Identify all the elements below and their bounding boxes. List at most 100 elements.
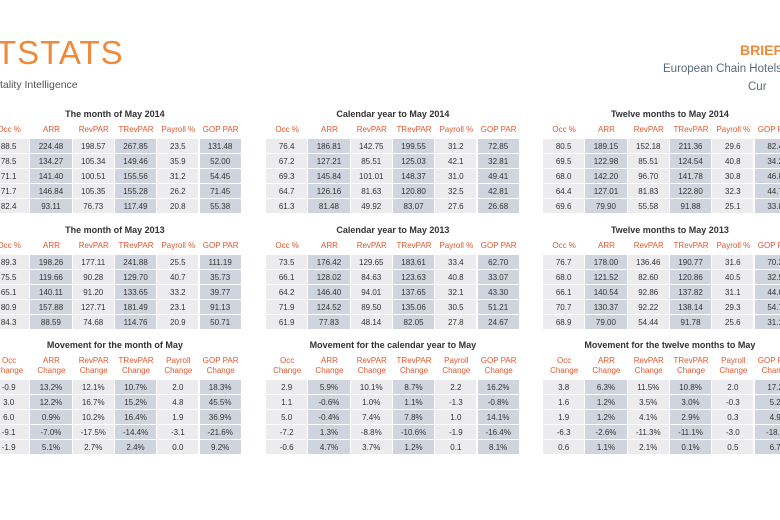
table-cell: 82.05	[392, 315, 435, 330]
table-cell: 1.1%	[392, 395, 435, 410]
table-cell: 27.8	[435, 315, 477, 330]
table-cell: 45.5%	[199, 395, 241, 410]
table-cell: 30.8	[712, 169, 754, 184]
table-cell: 5.2	[754, 395, 780, 410]
table-cell: 1.1	[266, 395, 308, 410]
column-header: Payroll %	[439, 241, 474, 250]
column-header: TRevPAR Change	[118, 356, 154, 375]
table-cell: 189.15	[585, 139, 627, 154]
table-cell: 145.84	[308, 169, 350, 184]
table-cell: 76.4	[266, 139, 308, 154]
table-cell: 69.3	[266, 169, 308, 184]
table-cell: 61.9	[266, 315, 308, 330]
table-cell: 35.9	[157, 154, 199, 169]
table-cell: 1.2%	[585, 410, 627, 425]
table-cell: 83.07	[392, 199, 435, 214]
table-cell: 129.70	[114, 270, 157, 285]
table-cell: 5.1%	[30, 440, 72, 455]
column-header: Payroll %	[161, 241, 196, 250]
table-cell: -10.6%	[392, 425, 435, 440]
table-cell: 1.9	[157, 410, 199, 425]
table-cell: 183.61	[392, 255, 435, 270]
table-cell: 120.80	[392, 184, 435, 199]
table-cell: 70.7	[543, 300, 585, 315]
table-cell: 81.63	[350, 184, 392, 199]
table-cell: -7.2	[266, 425, 308, 440]
table-cell: -1.9	[0, 440, 30, 455]
column-header: ARR	[598, 125, 615, 134]
table-cell: 105.34	[72, 154, 114, 169]
table-cell: 7.4%	[350, 410, 392, 425]
table-cell: 224.48	[30, 139, 72, 154]
table-cell: 29.6	[712, 139, 754, 154]
table-cell: 20.8	[157, 199, 199, 214]
table-cell: 12.2%	[30, 395, 72, 410]
table-cell: 89.3	[0, 255, 30, 270]
column-header: TRevPAR	[396, 241, 432, 250]
column-header: Payroll %	[439, 125, 474, 134]
table-cell: 76.7	[543, 255, 585, 270]
table-cell: 71.7	[0, 184, 30, 199]
table-cell: 140.11	[30, 285, 72, 300]
column-header: RevPAR	[78, 125, 109, 134]
table-cell: 93.11	[30, 199, 72, 214]
table-cell: 114.76	[114, 315, 157, 330]
table-cell: 3.7%	[350, 440, 392, 455]
table-cell: -0.8%	[477, 395, 519, 410]
table-cell: 124.52	[308, 300, 350, 315]
table-cell: 73.5	[266, 255, 308, 270]
table-cell: 211.36	[669, 139, 712, 154]
table-cell: 23.5	[157, 139, 199, 154]
table-cell: 80.5	[543, 139, 585, 154]
column-header: GOP PAR Change	[480, 356, 517, 375]
panel-title: Calendar year to May 2014	[336, 109, 450, 119]
table-cell: 85.51	[627, 154, 669, 169]
table-cell: 64.2	[266, 285, 308, 300]
table-cell: -0.6%	[308, 395, 350, 410]
table-cell: 177.11	[72, 255, 114, 270]
report-title: BRIEF	[740, 42, 780, 58]
table-cell: 55.38	[199, 199, 241, 214]
table-cell: 140.54	[585, 285, 627, 300]
table-cell: 155.56	[114, 169, 157, 184]
table-cell: 31.0	[435, 169, 477, 184]
column-header: GOP PAR	[202, 125, 239, 134]
table-cell: 157.88	[30, 300, 72, 315]
table-cell: 32.5	[754, 270, 780, 285]
table-cell: 138.14	[669, 300, 712, 315]
column-header: GOP PAR	[202, 241, 239, 250]
table-cell: 18.3%	[199, 380, 241, 395]
table-cell: 17.2	[754, 380, 780, 395]
table-cell: -3.1	[157, 425, 199, 440]
table-cell: 4.8	[157, 395, 199, 410]
table-cell: 2.9	[266, 380, 308, 395]
column-header: Occ %	[0, 125, 21, 134]
panel-title: Movement for the month of May	[46, 340, 183, 350]
table-cell: -21.6%	[199, 425, 241, 440]
table-cell: 84.63	[350, 270, 392, 285]
column-header: ARR	[321, 241, 338, 250]
table-cell: -6.3	[543, 425, 585, 440]
column-header: RevPAR Change	[356, 356, 387, 375]
table-cell: 54.45	[199, 169, 241, 184]
table-cell: 20.9	[157, 315, 199, 330]
column-header: Occ %	[0, 241, 21, 250]
table-cell: 77.83	[308, 315, 350, 330]
table-cell: 155.28	[114, 184, 157, 199]
column-header: GOP PAR	[480, 241, 517, 250]
table-cell: 25.6	[712, 315, 754, 330]
table-cell: 31.1	[712, 285, 754, 300]
table-cell: 134.27	[30, 154, 72, 169]
table-cell: 42.1	[435, 154, 477, 169]
table-cell: 40.7	[157, 270, 199, 285]
table-cell: 142.75	[350, 139, 392, 154]
table-cell: 32.81	[477, 154, 519, 169]
table-cell: 101.01	[350, 169, 392, 184]
table-cell: 2.0	[157, 380, 199, 395]
column-header: RevPAR Change	[633, 356, 664, 375]
table-cell: 68.0	[543, 270, 585, 285]
table-cell: 9.2%	[199, 440, 241, 455]
table-cell: 181.49	[114, 300, 157, 315]
table-cell: 11.5%	[627, 380, 669, 395]
column-header: Occ %	[552, 125, 576, 134]
